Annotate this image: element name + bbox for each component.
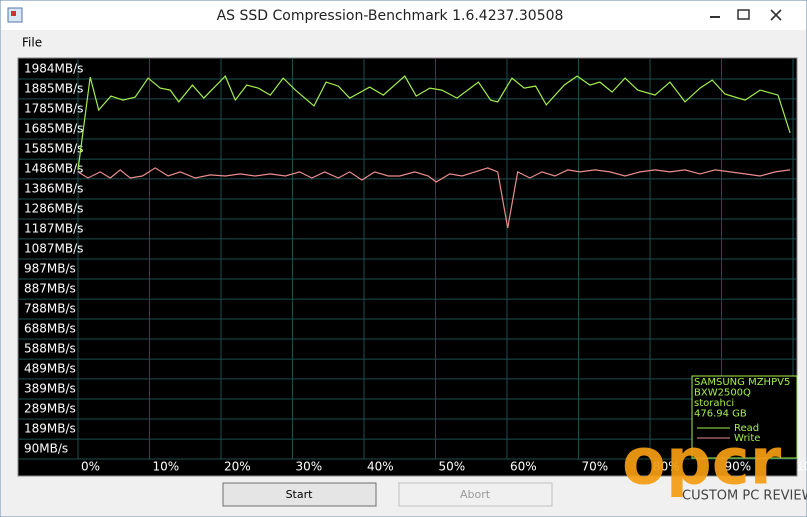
y-tick-label: 90MB/s bbox=[24, 441, 68, 455]
x-tick-label: 50% bbox=[439, 460, 466, 474]
button-face bbox=[398, 482, 553, 507]
series-line bbox=[77, 167, 791, 229]
y-tick-label: 289MB/s bbox=[24, 402, 76, 416]
legend-label: Write bbox=[734, 433, 760, 444]
x-tick-label: 100% bbox=[796, 460, 807, 474]
y-tick-label: 189MB/s bbox=[24, 422, 76, 436]
x-tick-label: 40% bbox=[367, 460, 394, 474]
menu-item[interactable]: File bbox=[22, 36, 42, 50]
watermark-text: CUSTOM PC REVIEW bbox=[682, 489, 807, 504]
button[interactable]: Start bbox=[222, 482, 377, 507]
button: Abort bbox=[398, 482, 553, 507]
y-tick-label: 1685MB/s bbox=[24, 122, 83, 136]
y-tick-label: 1486MB/s bbox=[24, 161, 83, 175]
y-tick-label: 1984MB/s bbox=[24, 62, 83, 76]
y-tick-label: 1885MB/s bbox=[24, 81, 83, 95]
device-info: storahci bbox=[694, 398, 734, 409]
maximize-button[interactable] bbox=[737, 9, 750, 20]
device-info: BXW2500Q bbox=[694, 388, 751, 399]
y-tick-label: 1386MB/s bbox=[24, 181, 83, 195]
x-tick-label: 70% bbox=[582, 460, 609, 474]
button-label: Abort bbox=[460, 488, 491, 501]
y-tick-label: 688MB/s bbox=[24, 322, 76, 336]
app-icon-part bbox=[11, 11, 16, 16]
y-tick-label: 987MB/s bbox=[24, 262, 76, 276]
plot: 0% 10% 20% 30% 40% 50% 60% 70% 80% 90% 100% 1984MB/… bbox=[18, 59, 807, 474]
legend-label: Read bbox=[734, 423, 759, 434]
device-info: SAMSUNG MZHPV5 bbox=[694, 377, 790, 388]
window-title: AS SSD Compression-Benchmark 1.6.4237.30… bbox=[217, 8, 564, 24]
button-label[interactable]: Start bbox=[286, 488, 314, 501]
chart-area bbox=[17, 57, 798, 477]
menu-bar: File bbox=[22, 36, 42, 50]
series-line bbox=[77, 75, 791, 170]
watermark-logo: opcr bbox=[622, 426, 782, 500]
y-tick-label: 1785MB/s bbox=[24, 101, 83, 115]
x-tick-label: 90% bbox=[725, 460, 752, 474]
y-tick-label: 588MB/s bbox=[24, 342, 76, 356]
x-tick-label: 80% bbox=[653, 460, 680, 474]
legend-box bbox=[691, 375, 798, 459]
button-face[interactable] bbox=[222, 482, 377, 507]
x-tick-label: 20% bbox=[224, 460, 251, 474]
x-tick-label: 10% bbox=[153, 460, 180, 474]
y-tick-label: 1286MB/s bbox=[24, 202, 83, 216]
y-tick-label: 1585MB/s bbox=[24, 142, 83, 156]
x-tick-label: 30% bbox=[296, 460, 323, 474]
title-bar bbox=[1, 1, 806, 30]
close-button[interactable] bbox=[770, 9, 782, 21]
y-tick-label: 887MB/s bbox=[24, 282, 76, 296]
y-tick-label: 389MB/s bbox=[24, 381, 76, 395]
device-info: 476.94 GB bbox=[694, 409, 747, 420]
y-tick-label: 788MB/s bbox=[24, 301, 76, 315]
x-tick-label: 60% bbox=[510, 460, 537, 474]
y-tick-label: 489MB/s bbox=[24, 361, 76, 375]
y-tick-label: 1087MB/s bbox=[24, 241, 83, 255]
x-tick-label: 0% bbox=[81, 460, 100, 474]
y-tick-label: 1187MB/s bbox=[24, 221, 83, 235]
